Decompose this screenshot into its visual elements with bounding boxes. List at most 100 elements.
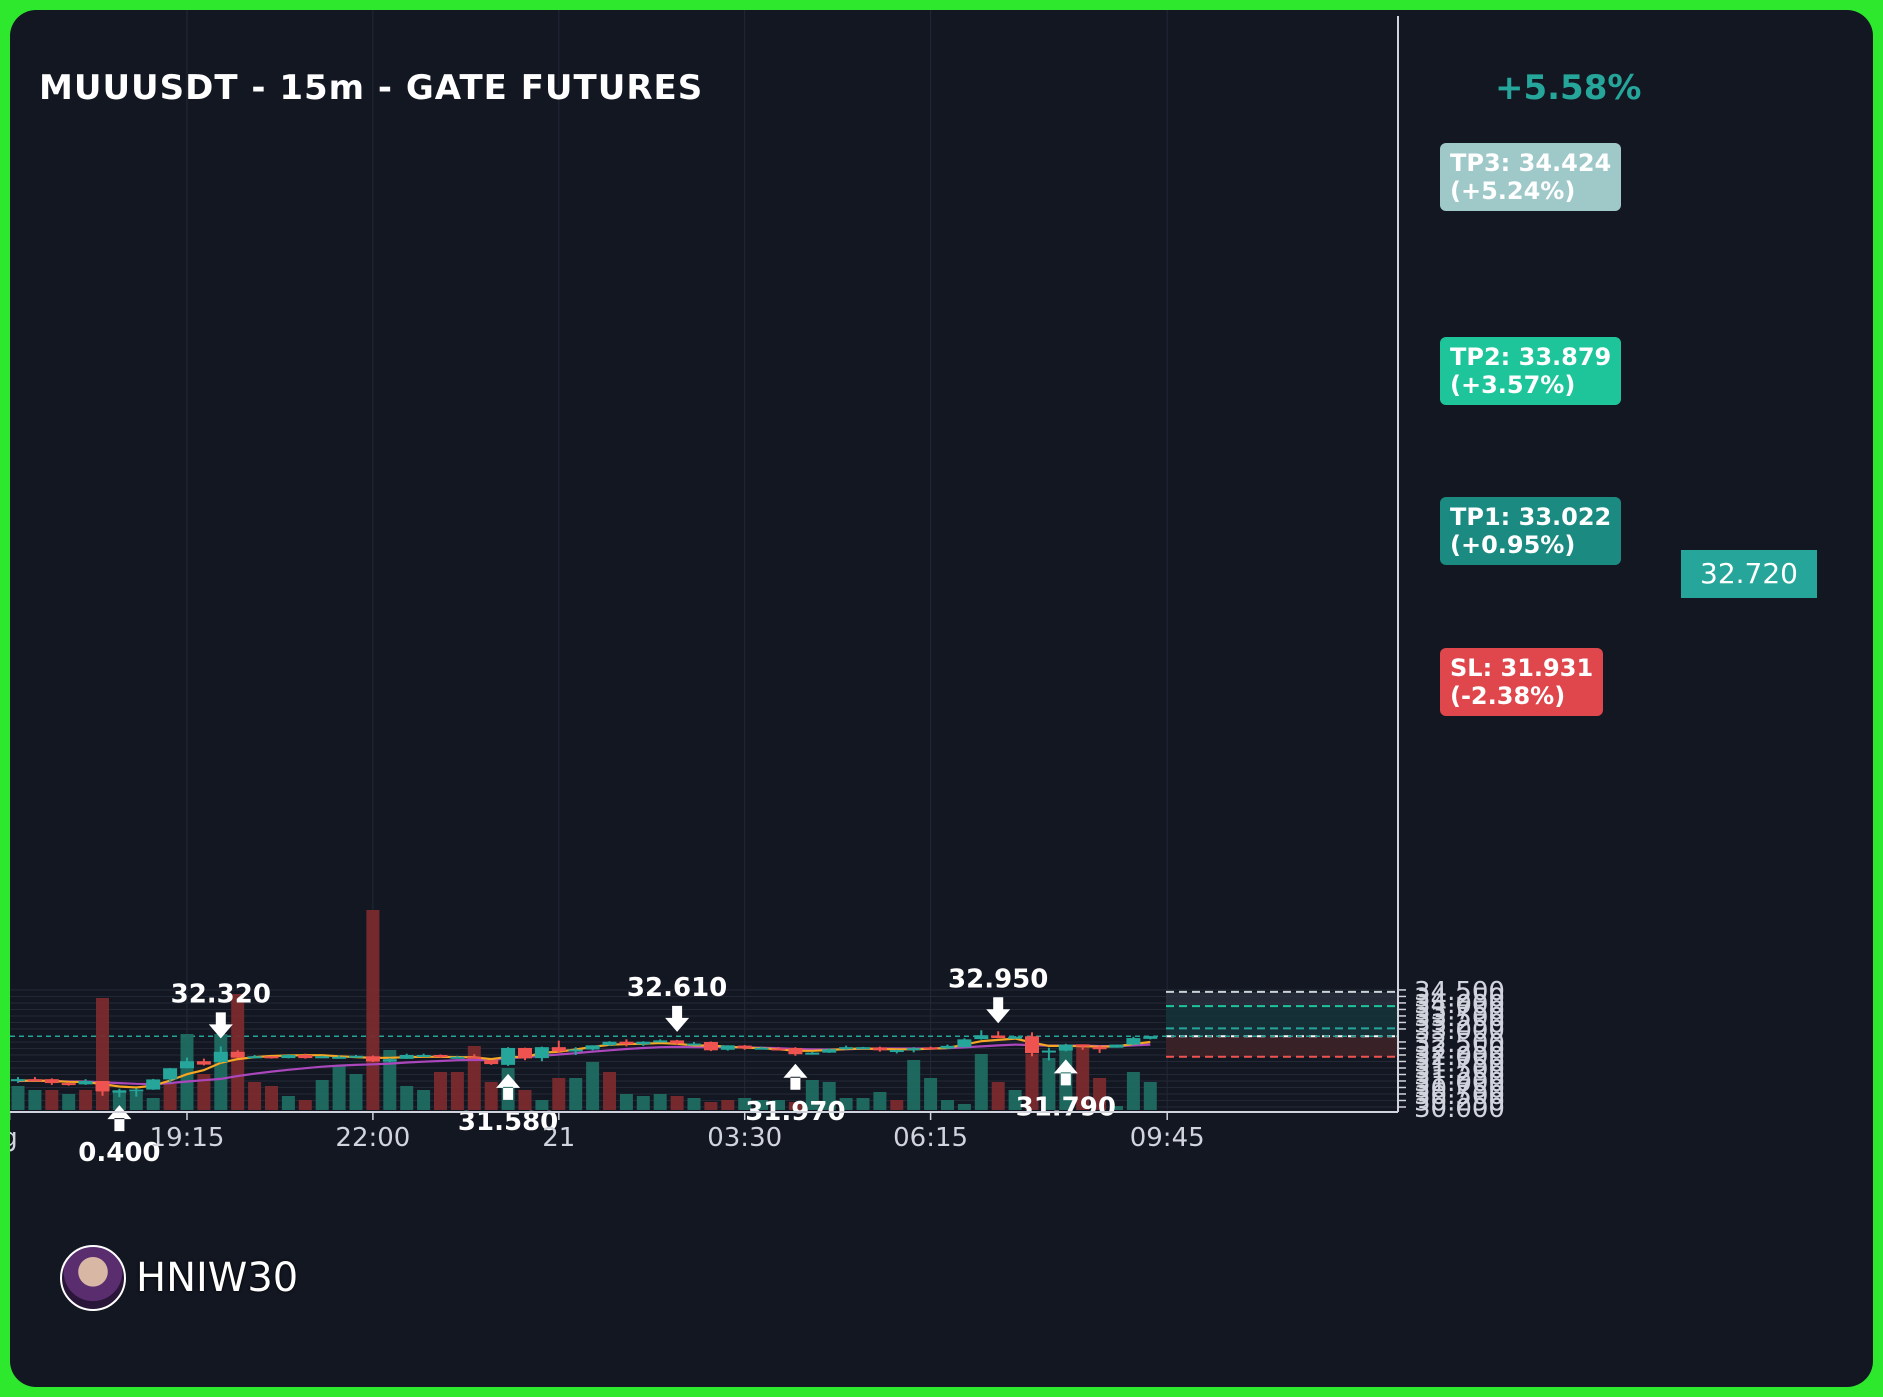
candle [1025,1032,1039,1057]
candle [298,1053,313,1059]
candle-body [1075,1044,1090,1047]
price-tick-label: 31.750 [1414,1048,1505,1078]
time-tick-label: 22:00 [335,1123,410,1153]
volume-bar [265,1086,278,1110]
candle [771,1047,786,1051]
candle-body [315,1056,330,1059]
candle [146,1078,161,1090]
tp3-zone [1166,991,1398,1007]
candle [196,1058,211,1066]
price-tick-label: 34.250 [1414,983,1505,1013]
price-tick-label: 33.000 [1414,1016,1505,1046]
volume-bar [636,1096,650,1110]
candle-body [95,1080,110,1092]
candle [315,1055,330,1059]
price-tick-label: 31.250 [1414,1061,1505,1091]
candle [839,1045,854,1050]
volume-bar [349,1074,363,1110]
candle [433,1054,448,1059]
candle [247,1054,262,1059]
down-arrow-icon [665,1005,690,1032]
candle-body [112,1090,127,1093]
candle [670,1039,685,1045]
candle [720,1045,735,1051]
candle [703,1041,718,1052]
volume-bar [281,1096,295,1110]
candle [636,1041,651,1046]
volume-bar [1126,1072,1140,1110]
candle-body [1126,1038,1141,1045]
candle [687,1041,701,1046]
candle-body [585,1045,600,1050]
tp1-label: TP1: 33.022 (+0.95%) [1440,497,1622,565]
time-tick-label: 06:15 [893,1123,968,1153]
volume-bar [535,1100,549,1110]
candle [856,1046,870,1050]
time-tick-label: 09:45 [1130,1123,1205,1153]
candle [61,1082,76,1086]
up-arrow-icon [783,1063,808,1090]
price-tick-label: 30.500 [1414,1081,1505,1111]
volume-bar [417,1090,431,1110]
tp2-zone [1166,1006,1398,1029]
candle-body [568,1049,583,1052]
candle-body [44,1079,59,1084]
candle-body [213,1051,228,1062]
volume-bar [79,1090,93,1110]
volume-bar [332,1066,346,1110]
candle-body [940,1045,955,1049]
candle [872,1046,887,1052]
candle [619,1039,634,1047]
up-arrow-icon [1053,1059,1078,1086]
volume-bar [45,1090,59,1110]
candle [737,1045,752,1050]
volume-bar [721,1100,735,1110]
candle-body [501,1047,516,1065]
chart-frame: 32.320 32.610 32.950 0.400 31.580 31.970 31.79… [10,10,1873,1387]
volume-bar [941,1100,954,1110]
candle-body [281,1054,296,1059]
volume-bar [805,1080,819,1110]
candle [365,1055,380,1062]
candle [349,1054,363,1058]
candle [974,1030,989,1040]
volume-bar [569,1078,583,1110]
volume-bar [518,1090,532,1110]
price-tick-label: 33.500 [1414,1003,1505,1033]
candle-body [1041,1050,1056,1053]
candle [585,1045,600,1051]
candle-body [856,1047,870,1050]
candle-body [619,1041,634,1045]
candle-body [872,1047,887,1051]
candle-body [129,1089,144,1092]
volume-bar [974,1054,988,1110]
volume-bar [687,1098,701,1110]
candle [788,1047,803,1056]
candle [923,1046,938,1050]
candle [95,1080,110,1096]
volume-bar [484,1082,498,1110]
candle-body [61,1083,76,1086]
candle-body [365,1056,380,1062]
down-arrow-icon [986,997,1011,1024]
volume-bar [298,1100,312,1110]
candle [957,1038,972,1048]
candle-body [196,1061,211,1065]
high-price-label: 32.950 [948,964,1048,994]
candle [534,1046,549,1062]
candle-body [788,1047,803,1055]
candle-body [687,1043,701,1046]
price-tick-label: 31.000 [1414,1068,1505,1098]
candle [1092,1045,1107,1053]
candle-body [230,1051,245,1058]
candle [1058,1043,1073,1052]
volume-bar [1110,1106,1123,1110]
volume-bar [704,1102,718,1110]
candle-body [703,1041,718,1051]
candle-body [332,1056,347,1059]
volume-bar [1076,1044,1090,1110]
high-price-label: 32.320 [171,979,271,1009]
volume-bar [129,1092,143,1110]
price-tick-label: 33.250 [1414,1009,1505,1039]
